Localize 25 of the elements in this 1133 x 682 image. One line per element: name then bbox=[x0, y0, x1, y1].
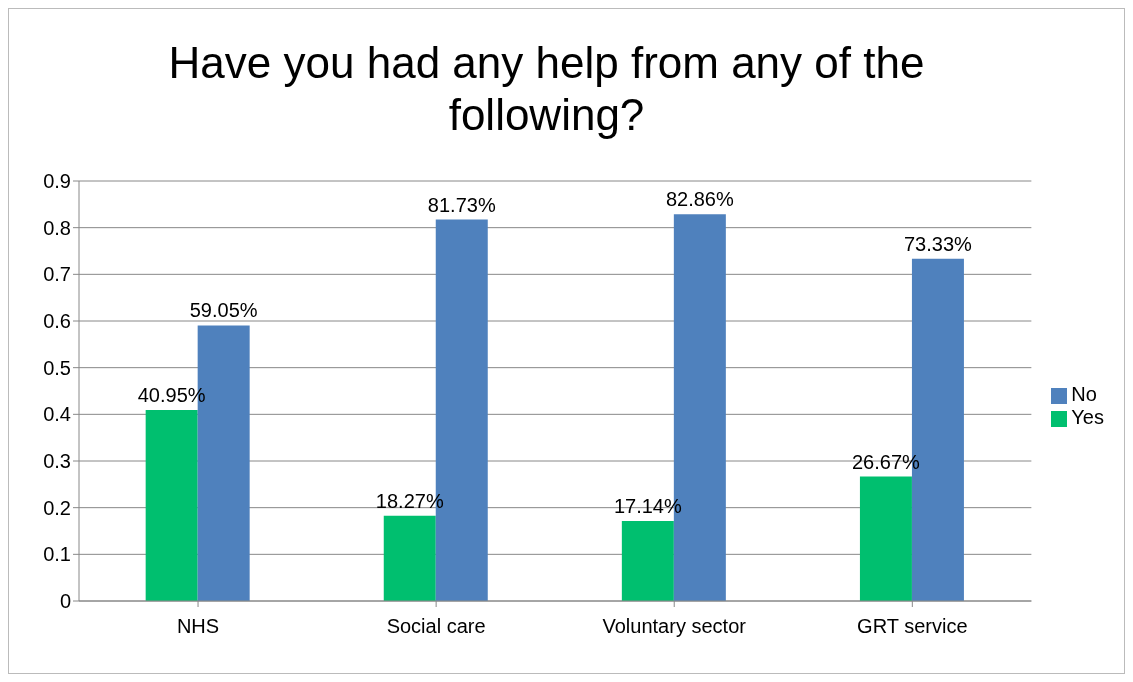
y-tick-label: 0.1 bbox=[43, 543, 71, 566]
x-tick-label: Social care bbox=[386, 615, 486, 638]
x-tick-label: GRT service bbox=[857, 615, 968, 638]
x-tick-label: NHS bbox=[176, 615, 220, 638]
bar bbox=[383, 515, 436, 601]
legend-label: No bbox=[1071, 383, 1097, 405]
bar bbox=[859, 476, 912, 601]
y-tick-label: 0.6 bbox=[43, 310, 71, 333]
bar bbox=[145, 409, 198, 601]
x-tick-label: Voluntary sector bbox=[602, 615, 747, 638]
legend-label: Yes bbox=[1071, 406, 1104, 428]
data-label: 73.33% bbox=[904, 232, 973, 255]
y-tick-label: 0.8 bbox=[43, 216, 71, 239]
data-label: 59.05% bbox=[189, 299, 258, 322]
y-tick-label: 0 bbox=[59, 590, 71, 613]
y-tick-label: 0.2 bbox=[43, 496, 71, 519]
data-label: 82.86% bbox=[665, 188, 734, 211]
data-label: 81.73% bbox=[427, 193, 496, 216]
y-tick-label: 0.7 bbox=[43, 263, 71, 286]
y-tick-label: 0.9 bbox=[43, 170, 71, 193]
chart-title: Have you had any help from any of the following? bbox=[167, 37, 926, 141]
y-tick-label: 0.3 bbox=[43, 450, 71, 473]
bar bbox=[621, 521, 674, 601]
y-tick-label: 0.4 bbox=[43, 403, 71, 426]
y-tick-label: 0.5 bbox=[43, 356, 71, 379]
